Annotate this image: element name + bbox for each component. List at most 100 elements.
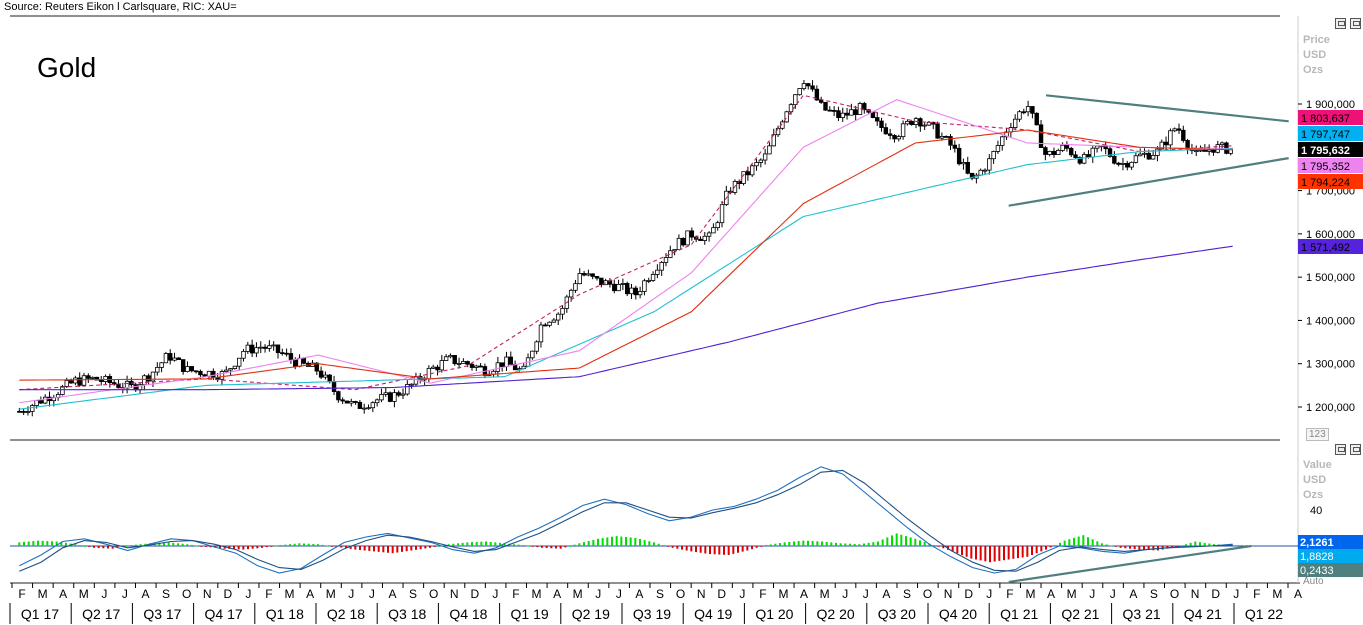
histogram-bar [209,546,212,548]
histogram-bar [354,546,357,550]
candle-body [1047,150,1052,155]
histogram-bar [1152,546,1155,551]
price-axis-line: Price [1303,34,1330,46]
month-label: D [717,587,726,601]
candle-body [1025,106,1031,113]
histogram-bar [821,541,823,546]
histogram-bar [177,543,179,546]
histogram-bar [443,545,445,546]
candle-body [806,83,811,87]
candle-body [241,350,246,359]
histogram-bar [564,546,567,548]
candle-body [633,287,639,296]
candle-body [939,135,945,139]
candle-body [1150,155,1156,160]
histogram-bar [359,546,361,551]
candle-body [331,381,337,392]
histogram-bar [1054,545,1057,546]
month-label: J [348,587,354,601]
candle-body [538,324,544,343]
histogram-bar [125,546,128,547]
histogram-bar [1185,544,1187,546]
histogram-bar [1119,546,1122,548]
candle-body [116,383,121,388]
month-label: A [882,587,890,601]
candle-body [672,249,677,252]
histogram-bar [410,546,413,551]
month-label: J [1233,587,1239,601]
candle-body [1012,118,1018,129]
histogram-bar [615,536,618,546]
histogram-bar [377,546,380,552]
candle-body [189,366,194,372]
candle-body [1146,152,1152,160]
histogram-bar [135,544,137,546]
candle-body [202,374,207,377]
histogram-bar [1045,546,1047,550]
month-label: M [285,587,295,601]
histogram-bar [191,544,193,546]
month-label: N [944,587,953,601]
price-tick-label: 1 500,000 [1306,272,1355,284]
close-icon[interactable] [1350,444,1361,455]
candle-body [211,370,216,379]
close-icon[interactable] [1350,18,1361,29]
indicator-value-text: 1,8828 [1300,551,1334,563]
candle-body [185,366,190,372]
quarter-label: Q2 17 [82,606,120,622]
panel-icon[interactable] [1335,18,1346,29]
candle-body [823,101,828,111]
auto-scale-label[interactable]: Auto [1303,576,1324,587]
candle-body [1172,128,1177,132]
histogram-bar [914,538,917,546]
candle-body [659,262,664,271]
histogram-bar [447,544,450,546]
candle-body [922,124,927,127]
candle-body [616,284,621,292]
candle-body [1142,152,1147,155]
price-tick-label: 1 200,000 [1306,402,1355,414]
candle-body [1137,153,1143,157]
candle-body [245,344,251,352]
histogram-bar [737,546,739,553]
histogram-bar [881,539,884,546]
histogram-bar [909,537,912,546]
histogram-bar [1180,545,1183,547]
histogram-bar [816,541,819,546]
month-label: J [842,587,848,601]
candle-body [38,400,44,404]
indicator-value-box [1298,563,1363,577]
candle-body [456,363,462,365]
quarter-label: Q3 21 [1123,606,1161,622]
histogram-bar [1026,546,1029,557]
candle-body [637,291,643,296]
candle-body [551,319,557,323]
candle-body [1021,111,1026,114]
candle-body [323,374,328,378]
candle-body [1056,149,1061,156]
candle-body [879,120,884,129]
candle-body [495,362,501,372]
histogram-bar [853,543,856,546]
histogram-bar [718,546,721,555]
month-label: J [739,587,745,601]
candle-body [982,169,988,172]
candle-body [831,110,837,112]
candle-body [17,410,22,413]
histogram-bar [1096,541,1099,546]
indicator-axis-line: USD [1303,474,1327,486]
panel-icon[interactable] [1335,444,1346,455]
moving-average-line [19,245,1233,391]
histogram-bar [88,546,91,547]
month-label: J [1089,587,1095,601]
candle-body [629,287,634,295]
candle-body [702,235,707,241]
candle-body [827,109,833,112]
indicator-123-button[interactable]: 123 [1306,428,1329,441]
histogram-bar [1115,546,1117,547]
histogram-bar [139,544,142,546]
histogram-bar [774,543,777,546]
candle-body [948,136,953,146]
value-label-box [1298,110,1363,125]
histogram-bar [289,544,291,546]
